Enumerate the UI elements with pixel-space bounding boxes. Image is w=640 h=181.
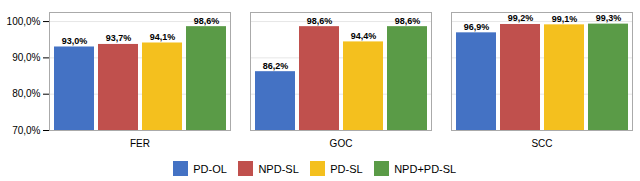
svg-text:SCC: SCC	[531, 138, 552, 149]
svg-text:99,1%: 99,1%	[552, 14, 578, 24]
svg-text:94,4%: 94,4%	[351, 31, 377, 41]
svg-text:98,6%: 98,6%	[395, 16, 421, 26]
svg-text:98,6%: 98,6%	[307, 16, 333, 26]
svg-text:90,0%: 90,0%	[12, 52, 40, 63]
svg-text:93,7%: 93,7%	[106, 33, 132, 43]
svg-text:99,3%: 99,3%	[596, 13, 622, 23]
svg-text:99,2%: 99,2%	[508, 13, 534, 23]
svg-text:FER: FER	[130, 138, 150, 149]
html-text:NPD+PD-SL: NPD+PD-SL	[394, 162, 457, 175]
svg-text:98,6%: 98,6%	[194, 16, 220, 26]
svg-text:80,0%: 80,0%	[12, 88, 40, 99]
svg-text:70,0%: 70,0%	[12, 125, 40, 136]
svg-text:94,1%: 94,1%	[150, 32, 176, 42]
html-text:PD-OL: PD-OL	[193, 162, 227, 175]
svg-text:86,2%: 86,2%	[263, 61, 289, 71]
html-text:PD-SL: PD-SL	[330, 162, 363, 175]
svg-text:GOC: GOC	[330, 138, 353, 149]
svg-text:96,9%: 96,9%	[464, 22, 490, 32]
html-text:NPD-SL: NPD-SL	[258, 162, 299, 175]
svg-text:93,0%: 93,0%	[62, 36, 88, 46]
svg-text:100,0%: 100,0%	[7, 16, 41, 27]
